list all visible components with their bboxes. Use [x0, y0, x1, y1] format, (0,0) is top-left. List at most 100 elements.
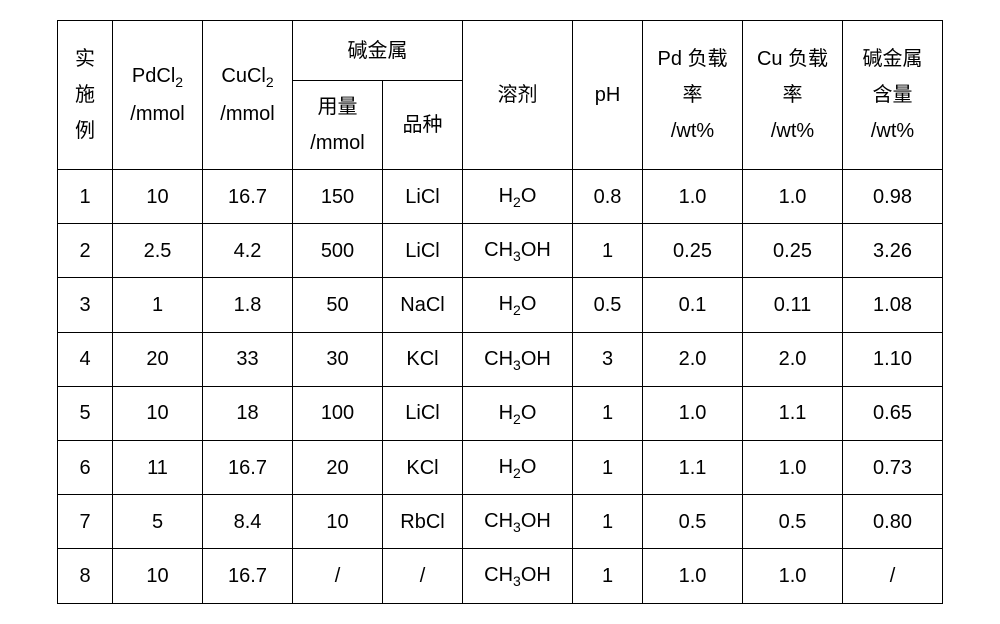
cell-example: 1: [58, 170, 113, 224]
cell-cucl2: 16.7: [203, 170, 293, 224]
header-usage: 用量/mmol: [293, 81, 383, 170]
cell-alkali_content: 0.98: [843, 170, 943, 224]
cell-pdcl2: 11: [113, 440, 203, 494]
cell-solvent: H2O: [463, 386, 573, 440]
cell-cu_loading: 0.11: [743, 278, 843, 332]
cell-ph: 1: [573, 440, 643, 494]
cell-cu_loading: 2.0: [743, 332, 843, 386]
cell-cucl2: 33: [203, 332, 293, 386]
header-alkali-metal: 碱金属: [293, 21, 463, 81]
cell-ph: 1: [573, 386, 643, 440]
cell-species: KCl: [383, 440, 463, 494]
cell-cu_loading: 1.0: [743, 549, 843, 603]
table-row: 11016.7150LiClH2O0.81.01.00.98: [58, 170, 943, 224]
table-row: 61116.720KClH2O11.11.00.73: [58, 440, 943, 494]
cell-pdcl2: 10: [113, 386, 203, 440]
cell-usage: 500: [293, 224, 383, 278]
cell-example: 5: [58, 386, 113, 440]
cell-pd_loading: 1.0: [643, 386, 743, 440]
cell-cu_loading: 0.5: [743, 495, 843, 549]
cell-ph: 1: [573, 495, 643, 549]
cell-alkali_content: /: [843, 549, 943, 603]
cell-alkali_content: 0.80: [843, 495, 943, 549]
cell-usage: /: [293, 549, 383, 603]
cell-example: 3: [58, 278, 113, 332]
cell-cucl2: 8.4: [203, 495, 293, 549]
cell-solvent: CH3OH: [463, 224, 573, 278]
table-row: 758.410RbClCH3OH10.50.50.80: [58, 495, 943, 549]
cell-cu_loading: 1.0: [743, 440, 843, 494]
table-row: 22.54.2500LiClCH3OH10.250.253.26: [58, 224, 943, 278]
table-header: 实施例 PdCl2/mmol CuCl2/mmol 碱金属 溶剂 pH Pd 负…: [58, 21, 943, 170]
cell-usage: 100: [293, 386, 383, 440]
cell-solvent: CH3OH: [463, 549, 573, 603]
header-species: 品种: [383, 81, 463, 170]
data-table: 实施例 PdCl2/mmol CuCl2/mmol 碱金属 溶剂 pH Pd 负…: [57, 20, 943, 604]
cell-pdcl2: 5: [113, 495, 203, 549]
cell-pd_loading: 0.1: [643, 278, 743, 332]
cell-alkali_content: 3.26: [843, 224, 943, 278]
cell-example: 4: [58, 332, 113, 386]
cell-usage: 10: [293, 495, 383, 549]
cell-solvent: H2O: [463, 440, 573, 494]
cell-usage: 30: [293, 332, 383, 386]
cell-cu_loading: 1.1: [743, 386, 843, 440]
cell-pdcl2: 10: [113, 170, 203, 224]
header-example: 实施例: [58, 21, 113, 170]
cell-usage: 20: [293, 440, 383, 494]
table-row: 311.850NaClH2O0.50.10.111.08: [58, 278, 943, 332]
cell-pd_loading: 1.0: [643, 549, 743, 603]
cell-cucl2: 18: [203, 386, 293, 440]
cell-pdcl2: 10: [113, 549, 203, 603]
cell-example: 2: [58, 224, 113, 278]
header-pd-loading: Pd 负载率/wt%: [643, 21, 743, 170]
cell-alkali_content: 1.08: [843, 278, 943, 332]
table-row: 51018100LiClH2O11.01.10.65: [58, 386, 943, 440]
cell-species: KCl: [383, 332, 463, 386]
table-row: 4203330KClCH3OH32.02.01.10: [58, 332, 943, 386]
cell-solvent: CH3OH: [463, 332, 573, 386]
cell-cucl2: 4.2: [203, 224, 293, 278]
header-solvent: 溶剂: [463, 21, 573, 170]
cell-cu_loading: 1.0: [743, 170, 843, 224]
header-cucl2: CuCl2/mmol: [203, 21, 293, 170]
cell-pd_loading: 2.0: [643, 332, 743, 386]
cell-pdcl2: 2.5: [113, 224, 203, 278]
cell-example: 8: [58, 549, 113, 603]
cell-pd_loading: 0.25: [643, 224, 743, 278]
cell-solvent: CH3OH: [463, 495, 573, 549]
header-ph: pH: [573, 21, 643, 170]
cell-pd_loading: 0.5: [643, 495, 743, 549]
header-cu-loading: Cu 负载率/wt%: [743, 21, 843, 170]
cell-species: LiCl: [383, 386, 463, 440]
cell-alkali_content: 1.10: [843, 332, 943, 386]
cell-species: /: [383, 549, 463, 603]
cell-alkali_content: 0.65: [843, 386, 943, 440]
cell-species: RbCl: [383, 495, 463, 549]
header-alkali-content: 碱金属含量/wt%: [843, 21, 943, 170]
cell-example: 7: [58, 495, 113, 549]
cell-ph: 3: [573, 332, 643, 386]
header-pdcl2: PdCl2/mmol: [113, 21, 203, 170]
cell-solvent: H2O: [463, 170, 573, 224]
table-row: 81016.7//CH3OH11.01.0/: [58, 549, 943, 603]
cell-usage: 150: [293, 170, 383, 224]
header-row-1: 实施例 PdCl2/mmol CuCl2/mmol 碱金属 溶剂 pH Pd 负…: [58, 21, 943, 81]
cell-usage: 50: [293, 278, 383, 332]
cell-ph: 0.8: [573, 170, 643, 224]
cell-pd_loading: 1.0: [643, 170, 743, 224]
cell-cucl2: 1.8: [203, 278, 293, 332]
cell-pdcl2: 1: [113, 278, 203, 332]
cell-solvent: H2O: [463, 278, 573, 332]
cell-cu_loading: 0.25: [743, 224, 843, 278]
cell-ph: 0.5: [573, 278, 643, 332]
cell-ph: 1: [573, 549, 643, 603]
cell-species: NaCl: [383, 278, 463, 332]
cell-example: 6: [58, 440, 113, 494]
cell-ph: 1: [573, 224, 643, 278]
cell-cucl2: 16.7: [203, 440, 293, 494]
cell-pdcl2: 20: [113, 332, 203, 386]
cell-species: LiCl: [383, 170, 463, 224]
cell-cucl2: 16.7: [203, 549, 293, 603]
cell-alkali_content: 0.73: [843, 440, 943, 494]
